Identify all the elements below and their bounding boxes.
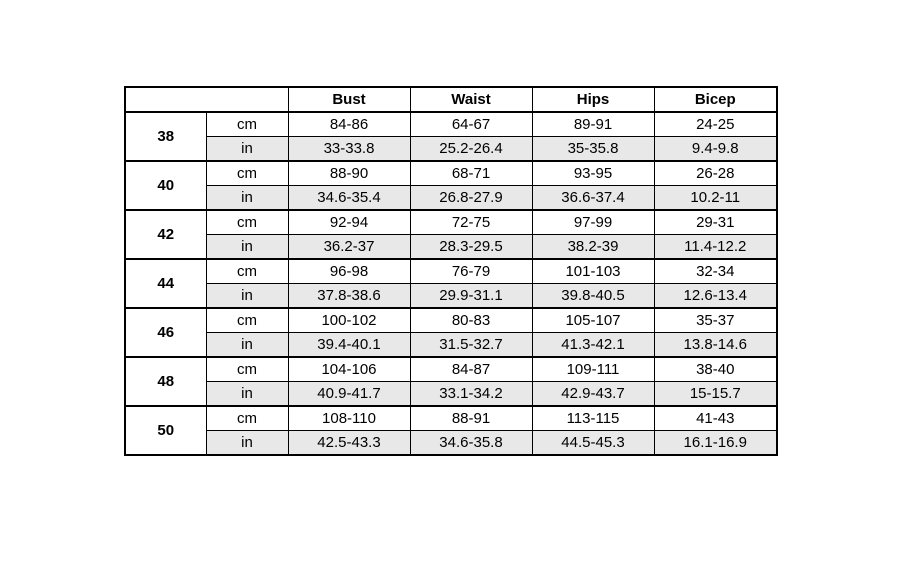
corner-cell bbox=[124, 86, 289, 113]
value-cell: 26.8-27.9 bbox=[409, 185, 533, 211]
value-cell: 34.6-35.8 bbox=[409, 430, 533, 456]
value-cell: 16.1-16.9 bbox=[653, 430, 778, 456]
value-cell: 88-90 bbox=[287, 160, 411, 186]
row-50-in: in 42.5-43.3 34.6-35.8 44.5-45.3 16.1-16.9 bbox=[125, 430, 778, 456]
value-cell: 24-25 bbox=[653, 111, 778, 137]
row-42-in: in 36.2-37 28.3-29.5 38.2-39 11.4-12.2 bbox=[125, 234, 778, 260]
value-cell: 92-94 bbox=[287, 209, 411, 235]
value-cell: 64-67 bbox=[409, 111, 533, 137]
value-cell: 72-75 bbox=[409, 209, 533, 235]
value-cell: 15-15.7 bbox=[653, 381, 778, 407]
value-cell: 10.2-11 bbox=[653, 185, 778, 211]
value-cell: 96-98 bbox=[287, 258, 411, 284]
unit-cell: cm bbox=[205, 160, 289, 186]
value-cell: 104-106 bbox=[287, 356, 411, 382]
unit-cell: cm bbox=[205, 356, 289, 382]
value-cell: 84-87 bbox=[409, 356, 533, 382]
value-cell: 41.3-42.1 bbox=[531, 332, 655, 358]
value-cell: 109-111 bbox=[531, 356, 655, 382]
row-40-in: in 34.6-35.4 26.8-27.9 36.6-37.4 10.2-11 bbox=[125, 185, 778, 211]
value-cell: 36.6-37.4 bbox=[531, 185, 655, 211]
row-40-cm: 40 cm 88-90 68-71 93-95 26-28 bbox=[124, 160, 778, 211]
value-cell: 105-107 bbox=[531, 307, 655, 333]
value-cell: 29.9-31.1 bbox=[409, 283, 533, 309]
value-cell: 25.2-26.4 bbox=[409, 136, 533, 162]
row-46-cm: 46 cm 100-102 80-83 105-107 35-37 bbox=[124, 307, 778, 358]
unit-cell: in bbox=[205, 283, 289, 309]
value-cell: 113-115 bbox=[531, 405, 655, 431]
value-cell: 37.8-38.6 bbox=[287, 283, 411, 309]
column-header-bust: Bust bbox=[287, 86, 411, 113]
value-cell: 12.6-13.4 bbox=[653, 283, 778, 309]
value-cell: 11.4-12.2 bbox=[653, 234, 778, 260]
value-cell: 41-43 bbox=[653, 405, 778, 431]
value-cell: 31.5-32.7 bbox=[409, 332, 533, 358]
value-cell: 101-103 bbox=[531, 258, 655, 284]
row-38-in: in 33-33.8 25.2-26.4 35-35.8 9.4-9.8 bbox=[125, 136, 778, 162]
unit-cell: cm bbox=[205, 258, 289, 284]
unit-cell: cm bbox=[205, 209, 289, 235]
size-cell: 42 bbox=[124, 209, 207, 260]
row-44-in: in 37.8-38.6 29.9-31.1 39.8-40.5 12.6-13.4 bbox=[125, 283, 778, 309]
value-cell: 42.5-43.3 bbox=[287, 430, 411, 456]
row-50-cm: 50 cm 108-110 88-91 113-115 41-43 bbox=[124, 405, 778, 456]
value-cell: 40.9-41.7 bbox=[287, 381, 411, 407]
value-cell: 33.1-34.2 bbox=[409, 381, 533, 407]
value-cell: 29-31 bbox=[653, 209, 778, 235]
unit-cell: in bbox=[205, 185, 289, 211]
size-chart-table: Bust Waist Hips Bicep 38 cm 84-86 64-67 89-91 24… bbox=[124, 86, 778, 456]
row-46-in: in 39.4-40.1 31.5-32.7 41.3-42.1 13.8-14.6 bbox=[125, 332, 778, 358]
unit-cell: in bbox=[205, 234, 289, 260]
value-cell: 100-102 bbox=[287, 307, 411, 333]
size-cell: 38 bbox=[124, 111, 207, 162]
size-cell: 40 bbox=[124, 160, 207, 211]
value-cell: 39.8-40.5 bbox=[531, 283, 655, 309]
value-cell: 35-35.8 bbox=[531, 136, 655, 162]
unit-cell: in bbox=[205, 332, 289, 358]
value-cell: 97-99 bbox=[531, 209, 655, 235]
header-row: Bust Waist Hips Bicep bbox=[124, 86, 778, 113]
value-cell: 68-71 bbox=[409, 160, 533, 186]
unit-cell: in bbox=[205, 136, 289, 162]
value-cell: 89-91 bbox=[531, 111, 655, 137]
value-cell: 35-37 bbox=[653, 307, 778, 333]
value-cell: 34.6-35.4 bbox=[287, 185, 411, 211]
value-cell: 13.8-14.6 bbox=[653, 332, 778, 358]
value-cell: 26-28 bbox=[653, 160, 778, 186]
row-42-cm: 42 cm 92-94 72-75 97-99 29-31 bbox=[124, 209, 778, 260]
value-cell: 80-83 bbox=[409, 307, 533, 333]
row-44-cm: 44 cm 96-98 76-79 101-103 32-34 bbox=[124, 258, 778, 309]
size-cell: 44 bbox=[124, 258, 207, 309]
row-38-cm: 38 cm 84-86 64-67 89-91 24-25 bbox=[124, 111, 778, 162]
value-cell: 76-79 bbox=[409, 258, 533, 284]
value-cell: 108-110 bbox=[287, 405, 411, 431]
value-cell: 42.9-43.7 bbox=[531, 381, 655, 407]
value-cell: 44.5-45.3 bbox=[531, 430, 655, 456]
column-header-bicep: Bicep bbox=[653, 86, 778, 113]
value-cell: 38-40 bbox=[653, 356, 778, 382]
size-cell: 46 bbox=[124, 307, 207, 358]
unit-cell: cm bbox=[205, 307, 289, 333]
unit-cell: in bbox=[205, 430, 289, 456]
value-cell: 33-33.8 bbox=[287, 136, 411, 162]
value-cell: 84-86 bbox=[287, 111, 411, 137]
value-cell: 32-34 bbox=[653, 258, 778, 284]
value-cell: 93-95 bbox=[531, 160, 655, 186]
size-cell: 48 bbox=[124, 356, 207, 407]
size-cell: 50 bbox=[124, 405, 207, 456]
column-header-hips: Hips bbox=[531, 86, 655, 113]
value-cell: 88-91 bbox=[409, 405, 533, 431]
row-48-in: in 40.9-41.7 33.1-34.2 42.9-43.7 15-15.7 bbox=[125, 381, 778, 407]
unit-cell: in bbox=[205, 381, 289, 407]
value-cell: 28.3-29.5 bbox=[409, 234, 533, 260]
value-cell: 9.4-9.8 bbox=[653, 136, 778, 162]
unit-cell: cm bbox=[205, 405, 289, 431]
value-cell: 38.2-39 bbox=[531, 234, 655, 260]
value-cell: 39.4-40.1 bbox=[287, 332, 411, 358]
unit-cell: cm bbox=[205, 111, 289, 137]
column-header-waist: Waist bbox=[409, 86, 533, 113]
row-48-cm: 48 cm 104-106 84-87 109-111 38-40 bbox=[124, 356, 778, 407]
value-cell: 36.2-37 bbox=[287, 234, 411, 260]
